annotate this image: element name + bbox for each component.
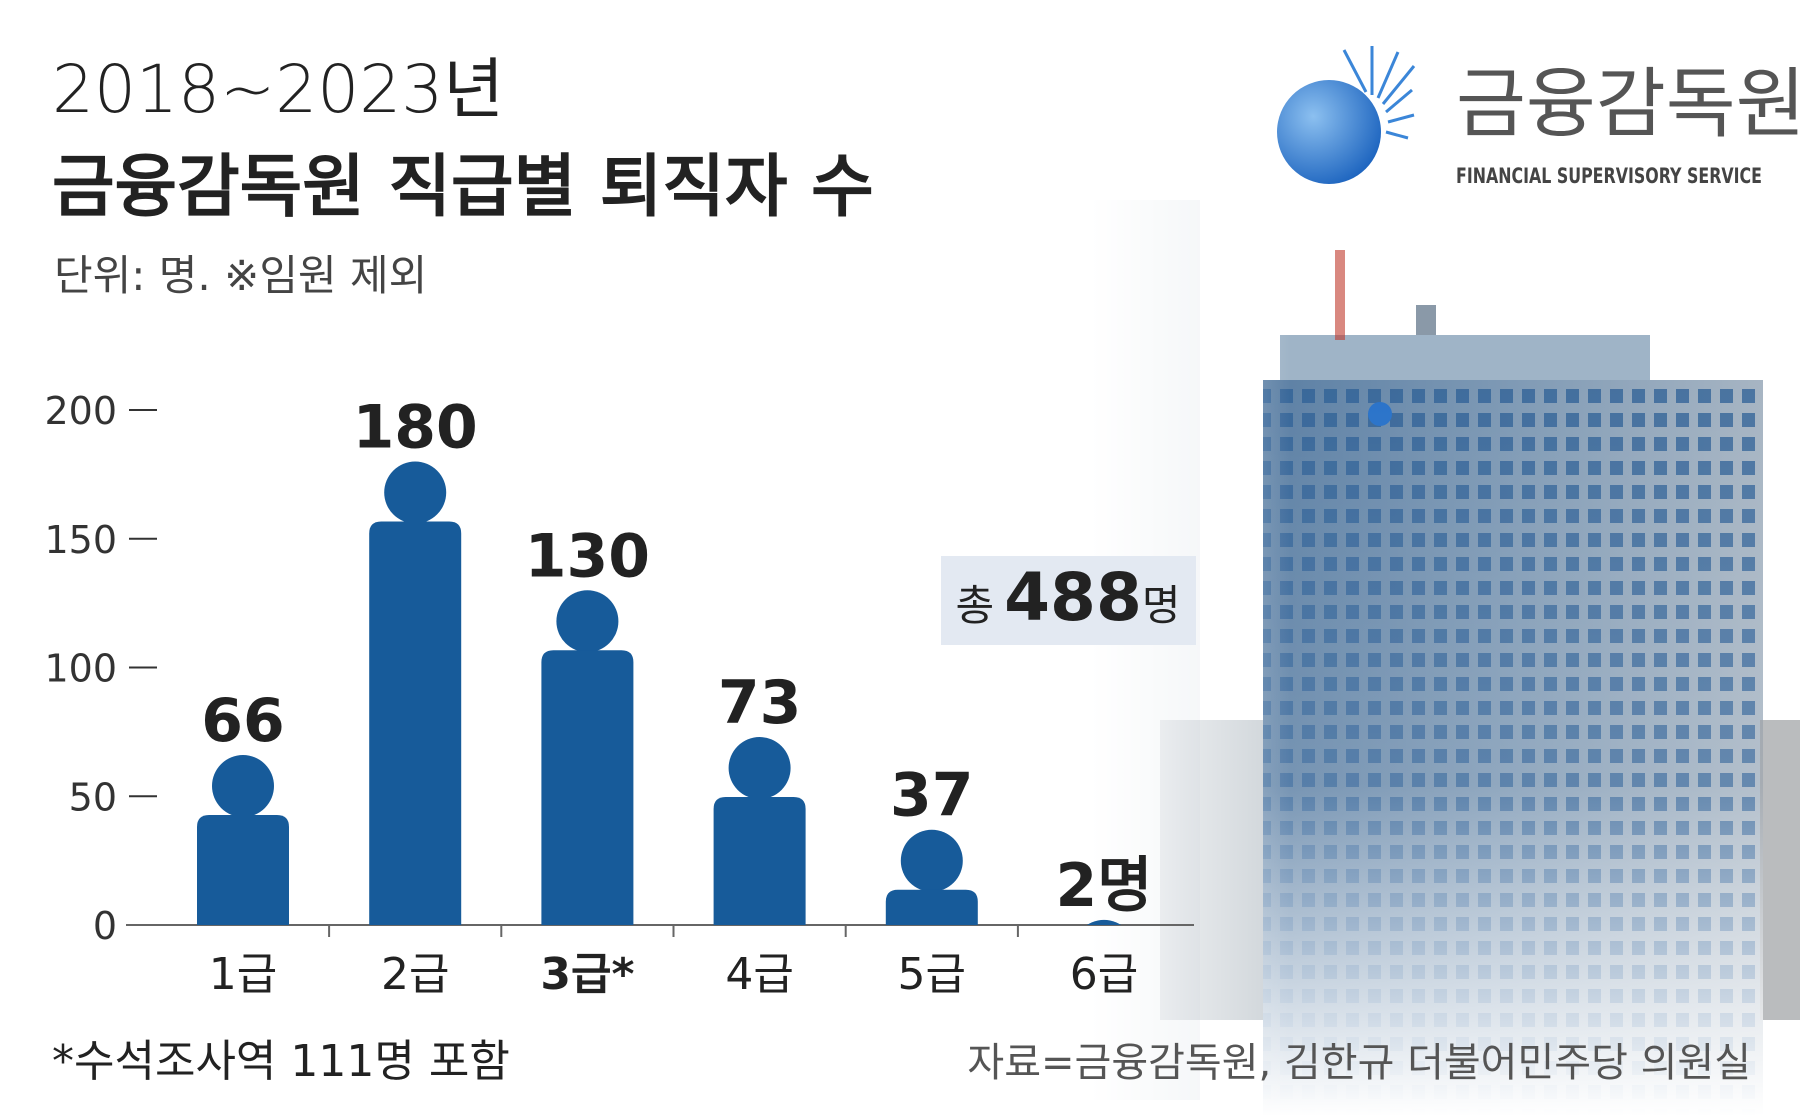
logo: 금융감독원 FINANCIAL SUPERVISORY SERVICE [1277, 46, 1800, 188]
x-tick-label: 2급 [381, 949, 449, 1000]
person-body [369, 521, 462, 925]
person-body [541, 650, 634, 925]
subtitle: 단위: 명. ※임원 제외 [54, 251, 427, 300]
total-label: 총 488명 [955, 559, 1180, 636]
total-suffix: 명 [1142, 581, 1181, 630]
person-bar [197, 755, 289, 925]
person-head [212, 755, 274, 818]
x-tick-label: 1급 [209, 949, 277, 1000]
building-photo [1090, 200, 1800, 1116]
person-bar [541, 590, 634, 925]
source: 자료=금융감독원, 김한규 더불어민주당 의원실 [967, 1040, 1751, 1086]
person-bar [1086, 919, 1122, 925]
x-tick-label: 3급* [540, 949, 634, 1000]
data-label: 180 [353, 393, 478, 463]
total-value: 488 [1004, 559, 1142, 636]
logo-name: 금융감독원 [1456, 59, 1800, 148]
person-head [1086, 919, 1122, 925]
plot: 0 50 100 150 200 1급 66 2급 180 3급* 130 4급 73 5급 37 6급 2명 [44, 389, 1194, 1000]
data-label: 2명 [1056, 851, 1153, 921]
x-tick-label: 6급 [1070, 949, 1138, 1000]
y-tick-label: 150 [44, 518, 117, 562]
x-tick-label: 4급 [725, 949, 793, 1000]
y-tick-label: 100 [44, 647, 117, 691]
x-tick-label: 5급 [898, 949, 966, 1000]
logo-english: FINANCIAL SUPERVISORY SERVICE [1456, 164, 1762, 188]
title-line1: 2018~2023년 [52, 51, 504, 128]
person-bar [369, 461, 462, 925]
person-body [197, 815, 289, 925]
person-body [713, 797, 806, 925]
person-head [556, 590, 619, 653]
person-body [885, 889, 978, 925]
person-head [728, 737, 791, 800]
person-head [384, 461, 447, 524]
title-line2: 금융감독원 직급별 퇴직자 수 [52, 148, 874, 227]
y-tick-label: 0 [93, 904, 117, 948]
data-label: 130 [525, 521, 650, 591]
y-tick-label: 200 [44, 389, 117, 433]
person-bar [885, 829, 978, 925]
total-box [941, 556, 1196, 645]
footnote: *수석조사역 111명 포함 [52, 1036, 510, 1087]
y-tick-label: 50 [69, 775, 117, 819]
person-head [900, 829, 963, 892]
data-label: 66 [201, 686, 285, 756]
person-bar [713, 737, 806, 925]
data-label: 73 [718, 668, 802, 738]
total-prefix: 총 [955, 581, 994, 630]
data-label: 37 [890, 761, 974, 831]
